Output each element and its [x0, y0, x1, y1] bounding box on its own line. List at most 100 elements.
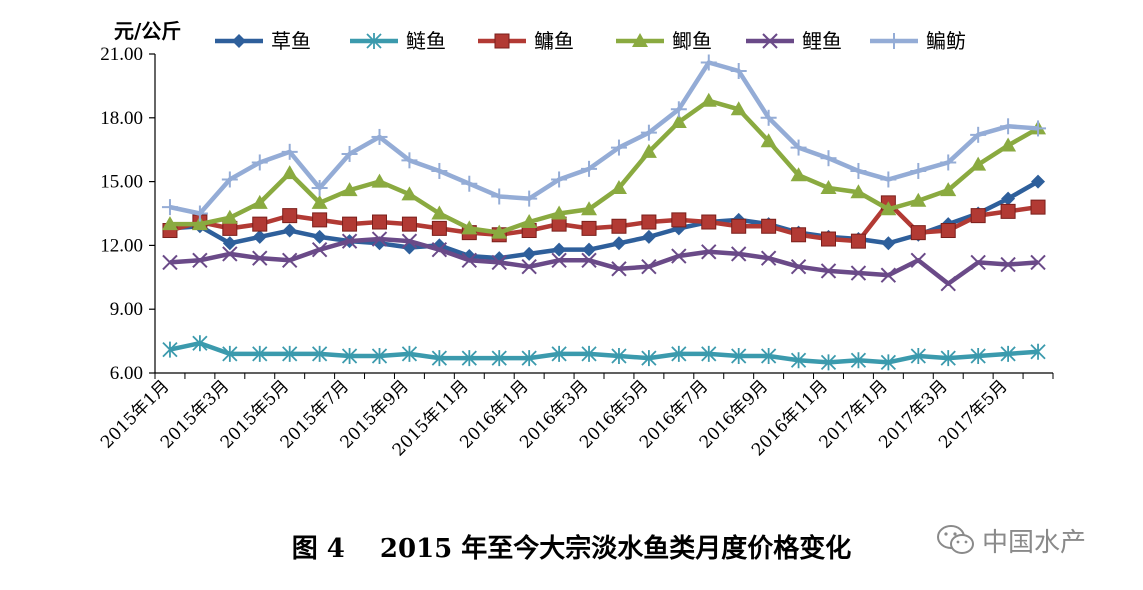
- watermark-text: 中国水产: [982, 527, 1087, 558]
- data-point: [880, 201, 897, 216]
- data-point: [820, 150, 837, 167]
- data-point: [850, 265, 867, 281]
- data-point: [910, 347, 926, 364]
- legend-item: 鲤鱼: [746, 29, 842, 53]
- data-point: [581, 220, 597, 236]
- data-point: [641, 350, 657, 367]
- data-point: [790, 352, 807, 369]
- data-point: [910, 162, 927, 179]
- data-point: [850, 233, 866, 249]
- legend-label: 鲢鱼: [406, 29, 446, 53]
- data-point: [461, 220, 478, 235]
- y-tick-label: 15.00: [100, 172, 143, 193]
- marker-stroke: [641, 258, 657, 275]
- data-point: [790, 139, 807, 156]
- series-line: [169, 236, 1039, 286]
- data-point: [940, 182, 957, 197]
- y-tick-label: 9.00: [110, 299, 143, 320]
- data-point: [880, 171, 897, 188]
- data-point: [701, 345, 717, 362]
- data-point: [222, 345, 238, 362]
- data-point: [880, 354, 897, 371]
- data-point: [731, 218, 747, 234]
- data-point: [192, 252, 208, 268]
- data-point: [790, 167, 807, 182]
- marker-stroke: [551, 252, 567, 268]
- data-point: [790, 258, 807, 275]
- marker-stroke: [940, 275, 956, 292]
- data-point: [701, 244, 717, 260]
- data-point: [610, 179, 627, 194]
- wechat-icon: [937, 525, 974, 554]
- data-point: [431, 220, 447, 236]
- data-point: [940, 350, 956, 367]
- data-point: [371, 231, 388, 247]
- data-point: [821, 231, 836, 247]
- figure-caption: 图 4 2015 年至今大宗淡水鱼类月度价格变化: [291, 534, 852, 564]
- data-point: [970, 208, 986, 224]
- marker-stroke: [311, 241, 328, 258]
- data-point: [670, 114, 687, 129]
- data-point: [611, 236, 626, 251]
- data-point: [282, 223, 297, 238]
- data-point: [252, 229, 267, 244]
- data-point: [221, 171, 238, 188]
- data-point: [820, 354, 837, 371]
- data-point: [761, 218, 777, 234]
- data-point: [401, 152, 418, 169]
- marker-stroke: [880, 267, 897, 283]
- legend-item: 鳙鱼: [478, 29, 574, 53]
- data-point: [1030, 343, 1046, 360]
- data-point: [251, 154, 268, 171]
- data-point: [760, 109, 777, 126]
- data-point: [671, 248, 687, 264]
- data-point: [341, 347, 358, 364]
- data-point: [1001, 191, 1016, 206]
- data-point: [1030, 199, 1046, 215]
- marker-stroke: [790, 258, 807, 275]
- data-point: [401, 186, 418, 201]
- data-point: [162, 254, 178, 271]
- data-point: [970, 347, 986, 364]
- marker-stroke: [671, 248, 687, 264]
- series-line: [169, 340, 1039, 365]
- data-point: [191, 216, 208, 231]
- data-point: [461, 175, 478, 192]
- series-line: [169, 98, 1040, 235]
- marker-stroke: [970, 254, 986, 271]
- data-point: [161, 216, 178, 231]
- marker-stroke: [730, 246, 747, 262]
- marker-stroke: [910, 252, 927, 268]
- data-point: [730, 246, 747, 262]
- data-point: [820, 179, 837, 194]
- legend-item: 鳊鲂: [870, 29, 966, 53]
- data-point: [1030, 254, 1046, 271]
- data-point: [341, 145, 358, 162]
- data-point: [311, 179, 328, 196]
- data-point: [760, 250, 777, 266]
- data-point: [641, 229, 656, 244]
- legend-swatch-marker: [366, 33, 382, 49]
- data-point: [191, 205, 208, 222]
- data-point: [372, 214, 387, 230]
- data-point: [581, 160, 598, 177]
- data-point: [282, 208, 298, 224]
- data-point: [850, 184, 867, 199]
- data-point: [671, 212, 687, 228]
- data-point: [611, 347, 627, 364]
- data-point: [940, 154, 957, 171]
- marker-stroke: [431, 241, 448, 258]
- data-point: [252, 216, 268, 232]
- chart-axes: 21.0018.0015.0012.009.006.002015年1月2015年…: [97, 44, 1054, 460]
- data-point: [341, 233, 358, 249]
- marker-stroke: [850, 265, 867, 281]
- data-point: [640, 124, 657, 141]
- data-point: [521, 258, 537, 275]
- data-point: [581, 201, 598, 216]
- data-point: [222, 236, 237, 251]
- legend-label: 鲤鱼: [802, 29, 842, 53]
- marker-stroke: [162, 254, 178, 271]
- data-point: [581, 345, 597, 362]
- data-point: [1030, 120, 1047, 137]
- data-point: [401, 216, 417, 232]
